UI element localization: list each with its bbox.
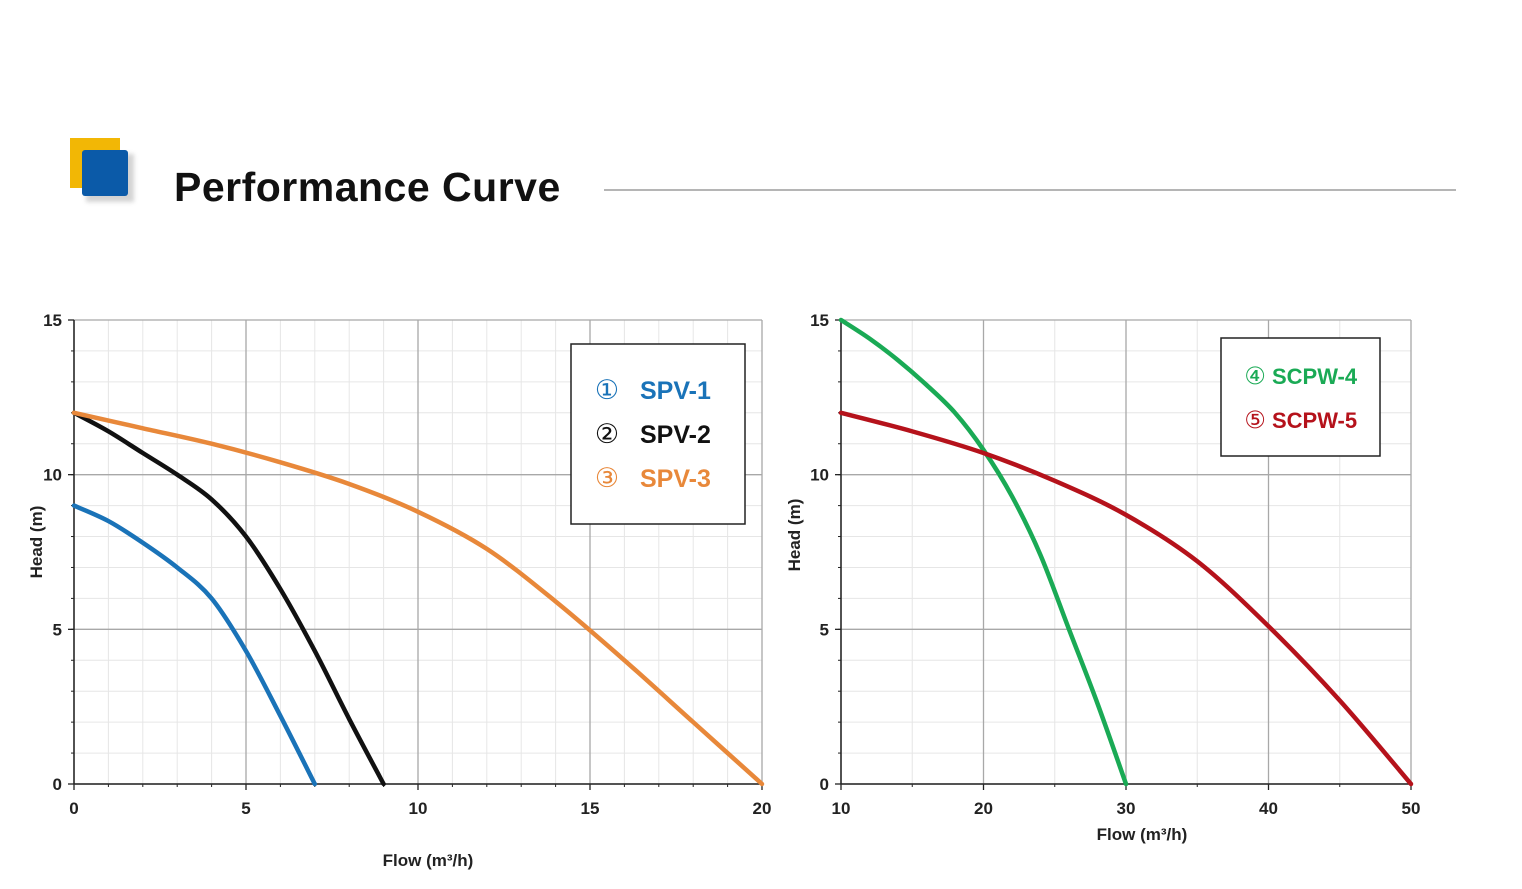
chart-legend: ① SPV-1 ② SPV-2 ③ SPV-3 <box>570 343 746 525</box>
y-tick-label: 5 <box>53 620 62 639</box>
x-axis-label: Flow (m³/h) <box>383 851 474 870</box>
page-title: Performance Curve <box>174 164 561 210</box>
x-tick-label: 10 <box>832 799 851 818</box>
y-axis-label: Head (m) <box>785 499 804 572</box>
y-tick-label: 10 <box>810 466 829 485</box>
y-tick-label: 15 <box>43 311 62 330</box>
x-tick-label: 5 <box>241 799 250 818</box>
x-tick-label: 50 <box>1402 799 1421 818</box>
legend-label-scpw-5: SCPW-5 <box>1272 408 1357 433</box>
legend-box <box>570 343 746 525</box>
legend-label-spv-1: SPV-1 <box>640 377 711 405</box>
y-tick-label: 0 <box>820 775 829 794</box>
chart-legend: ④ SCPW-4⑤ SCPW-5 <box>1220 337 1381 457</box>
legend-marker: ⑤ <box>1244 407 1266 434</box>
series-line-spv-3 <box>71 410 765 787</box>
y-tick-label: 0 <box>53 775 62 794</box>
y-tick-label: 10 <box>43 466 62 485</box>
legend-label-spv-2: SPV-2 <box>640 421 711 449</box>
series-line-spv-1 <box>71 503 318 787</box>
x-tick-label: 10 <box>409 799 428 818</box>
series-line-scpw-4 <box>838 317 1129 787</box>
x-tick-label: 20 <box>753 799 772 818</box>
chart-1: 0 5 10 15 20 0 5 10 15 Flow (m³/h) Head (m) ① SPV-1 ②… <box>27 311 771 870</box>
x-axis-label: Flow (m³/h) <box>1097 825 1188 844</box>
legend-box <box>1220 337 1381 457</box>
legend-label-scpw-4: SCPW-4 <box>1272 364 1358 389</box>
title-divider <box>604 189 1456 191</box>
x-tick-label: 0 <box>69 799 78 818</box>
y-tick-label: 15 <box>810 311 829 330</box>
legend-marker: ① <box>595 375 619 405</box>
series-line-spv-2 <box>71 410 386 787</box>
legend-marker: ② <box>595 419 619 449</box>
series-line-scpw-5 <box>838 410 1414 787</box>
chart-2: 10 20 30 40 50 0 5 10 15 Flow (m³/h) Head (m) ④ SCPW… <box>785 311 1420 844</box>
x-tick-label: 20 <box>974 799 993 818</box>
x-tick-label: 30 <box>1117 799 1136 818</box>
x-tick-label: 15 <box>581 799 600 818</box>
y-axis-label: Head (m) <box>27 506 46 579</box>
brand-logo-icon <box>70 138 136 204</box>
legend-marker: ③ <box>595 463 619 493</box>
legend-marker: ④ <box>1244 363 1266 390</box>
legend-label-spv-3: SPV-3 <box>640 465 711 493</box>
y-tick-label: 5 <box>820 620 829 639</box>
x-tick-label: 40 <box>1259 799 1278 818</box>
